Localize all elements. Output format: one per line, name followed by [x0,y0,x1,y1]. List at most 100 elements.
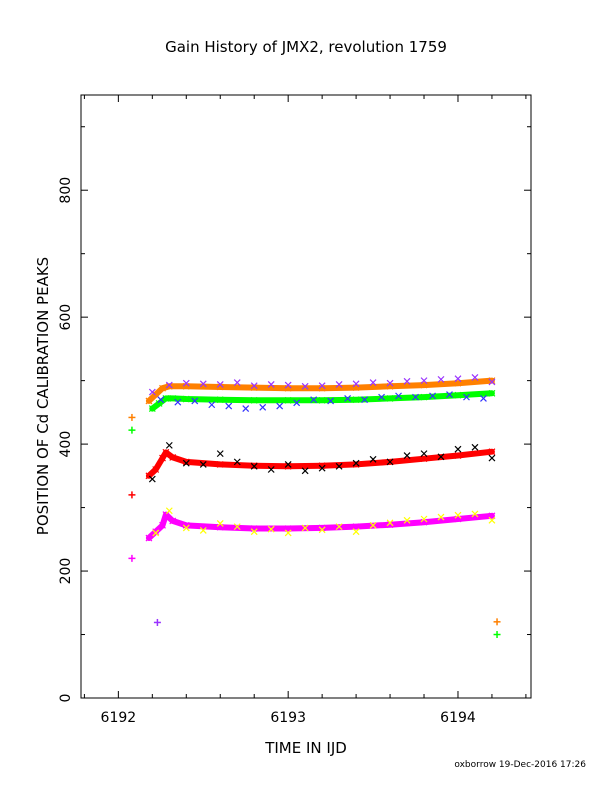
scatter-point-yellow [301,524,309,532]
scatter-point-blue [157,396,165,404]
scatter-point-black [369,455,377,463]
scatter-point-black [284,460,292,468]
plot-frame [80,94,532,699]
fit-point-green [250,396,258,404]
scatter-point-black [233,458,241,466]
scatter-point-blue [378,393,385,401]
fit-point-red [182,458,190,466]
scatter-point-yellow [352,528,360,536]
scatter-point-purple [369,379,377,386]
scatter-point-purple [301,382,309,390]
plus-point-green [128,426,136,434]
scatter-point-yellow [233,523,241,531]
fit-point-green [155,400,163,407]
y-tick-label: 0 [58,694,74,703]
scatter-point-purple [216,381,224,388]
scatter-point-blue [259,403,267,411]
x-tick-label: 6194 [440,710,476,726]
scatter-point-blue [191,397,199,405]
scatter-point-black [352,459,360,467]
scatter-point-black [301,467,309,475]
scatter-point-yellow [182,524,190,532]
fit-point-green [454,391,462,399]
scatter-point-purple [437,375,445,383]
scatter-point-blue [480,394,487,402]
scatter-point-purple [488,378,496,386]
scatter-point-yellow [386,519,394,527]
scatter-point-purple [182,379,190,387]
fit-point-green [318,396,326,404]
fit-point-green [148,405,156,412]
scatter-point-purple [165,381,173,389]
plus-point-purple [153,618,161,626]
scatter-point-yellow [250,528,258,536]
scatter-point-yellow [437,513,445,521]
scatter-point-purple [199,380,207,388]
plus-point-red [128,491,136,499]
scatter-point-blue [310,396,318,404]
fit-point-red [169,454,177,461]
fit-line-green [149,390,495,412]
scatter-point-yellow [471,510,479,518]
scatter-point-purple [148,388,156,396]
scatter-point-black [199,460,207,468]
fit-point-orange [250,384,258,392]
fit-point-green [420,393,428,401]
fit-point-magenta [352,523,360,531]
scatter-point-yellow [267,525,275,533]
scatter-point-black [335,462,343,470]
fit-point-green [284,396,292,404]
scatter-point-yellow [369,521,377,529]
scatter-point-yellow [199,527,207,534]
scatter-point-blue [242,405,250,412]
fit-point-magenta [159,521,166,529]
fit-point-red [152,466,160,473]
data-markers [128,374,501,639]
x-tick-label: 6192 [101,710,137,726]
fit-point-orange [165,382,173,390]
fit-point-red [216,460,224,468]
x-tick-label: 6193 [270,710,306,726]
y-tick-label: 600 [58,304,74,331]
x-axis-label: TIME IN IJD [264,739,347,757]
scatter-point-yellow [454,511,462,519]
scatter-point-black [250,462,258,470]
scatter-point-blue [344,394,352,402]
scatter-point-black [386,458,394,466]
scatter-point-purple [420,377,428,385]
scatter-point-blue [174,398,182,406]
plus-point-orange [128,413,136,421]
scatter-point-purple [335,381,343,388]
scatter-point-black [420,450,428,458]
scatter-point-blue [429,392,436,400]
scatter-point-purple [403,377,411,385]
fit-point-red [454,452,462,459]
fit-point-green [352,396,360,404]
scatter-point-black [488,454,496,462]
plus-point-orange [493,618,501,626]
y-tick-label: 800 [58,177,74,204]
scatter-point-black [437,453,445,461]
scatter-point-yellow [403,516,411,524]
scatter-point-purple [471,374,479,381]
scatter-point-purple [250,382,258,390]
fit-point-magenta [318,524,326,532]
fit-point-magenta [152,528,160,536]
chart-title: Gain History of JMX2, revolution 1759 [165,38,447,56]
fit-point-orange [216,383,224,391]
scatter-point-blue [225,402,233,410]
scatter-point-blue [446,391,453,399]
scatter-point-black [318,464,326,472]
fit-point-red [284,462,292,470]
fit-point-red [352,460,360,468]
scatter-point-black [471,443,479,451]
scatter-point-purple [233,379,241,386]
scatter-point-blue [276,402,284,410]
scatter-point-black [148,475,156,483]
scatter-point-black [267,466,275,473]
scatter-point-blue [395,392,402,400]
scatter-point-yellow [335,523,343,531]
scatter-point-purple [454,375,462,383]
fit-point-orange [488,377,496,385]
fit-point-green [169,394,177,402]
